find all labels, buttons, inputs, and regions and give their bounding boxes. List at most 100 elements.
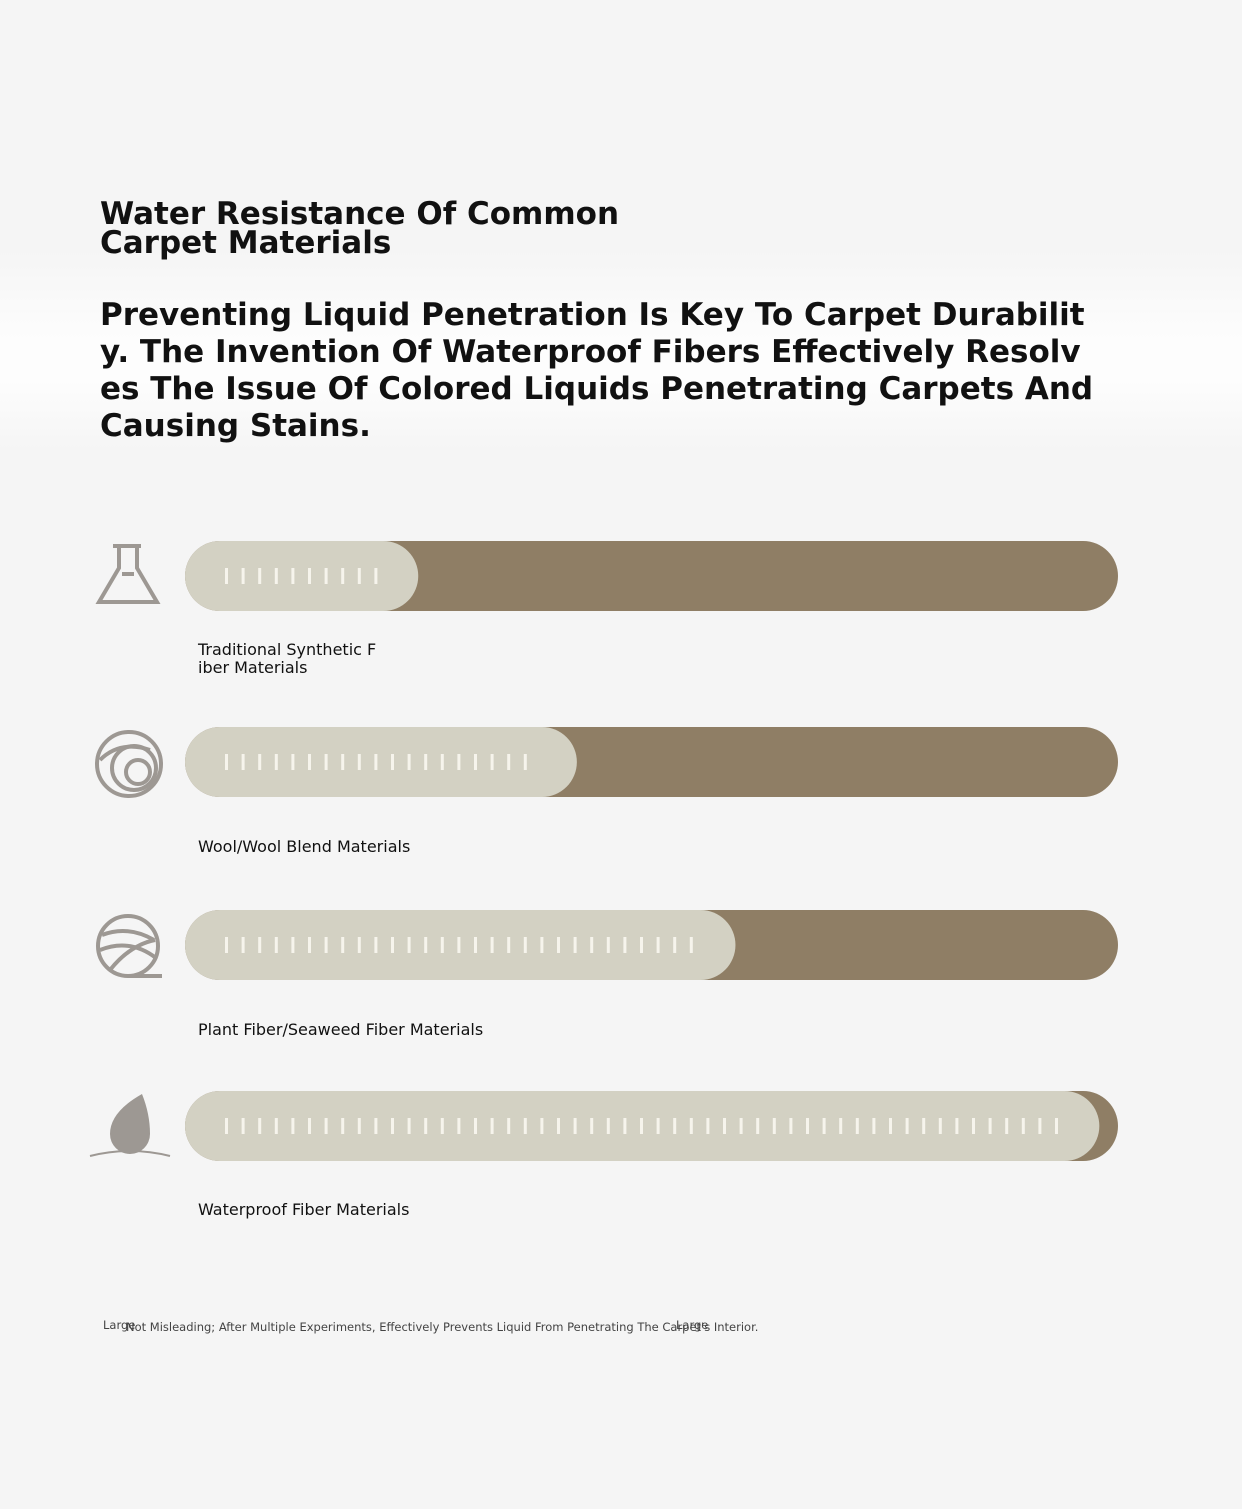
bar-tick [507,754,511,770]
bar-tick [640,1118,643,1134]
bar-tick [855,1118,859,1134]
bar-tick [274,937,278,953]
drop-icon [89,1094,171,1157]
bar-tick [673,937,677,953]
bar-tick [623,1118,627,1134]
bar-tick [391,937,394,953]
bar-tick [407,937,411,953]
bar-tick [474,937,477,953]
category-label: Plant Fiber/Seaweed Fiber Materials [198,1020,484,1039]
bar-tick [557,937,560,953]
bar-tick [291,937,295,953]
bar-tick [656,937,660,953]
bar-tick [938,1118,942,1134]
bar-tick [1005,1118,1009,1134]
bar-tick [225,568,228,584]
bar-tick [258,937,262,953]
bar-tick [507,1118,511,1134]
bar-tick [357,754,361,770]
bar-tick [540,1118,544,1134]
bar-tick [905,1118,909,1134]
bar-tick [656,1118,660,1134]
bar-tick [590,937,594,953]
bar-tick [225,1118,228,1134]
title: Water Resistance Of Common Carpet Materi… [100,196,620,261]
bar-tick [341,568,345,584]
bar-tick [822,1118,826,1134]
bar-tick [689,1118,693,1134]
bar-tick [291,1118,295,1134]
bar-tick [606,1118,610,1134]
flask-icon [95,544,161,604]
bar-tick [258,1118,262,1134]
bar-tick [889,1118,892,1134]
bar-tick [972,1118,975,1134]
bar-tick [308,568,311,584]
bar-tick [341,1118,345,1134]
bar-tick [407,754,411,770]
bar-tick [424,1118,428,1134]
footnote-mark: Large [676,1318,709,1332]
bar-tick [457,754,461,770]
bar-tick [540,937,544,953]
bar-tick [440,937,444,953]
bar-tick [324,754,328,770]
bar-tick [490,754,494,770]
yarn-icon [96,914,162,978]
bar-tick [872,1118,876,1134]
bar-tick [291,754,295,770]
bar-tick [922,1118,926,1134]
footnote: Not Misleading; After Multiple Experimen… [126,1320,759,1334]
bar-tick [590,1118,594,1134]
bar-tick [258,754,262,770]
bar [185,727,577,797]
bar-tick [1055,1118,1058,1134]
bar-tick [523,1118,527,1134]
bar-tick [573,937,577,953]
bar-tick [274,568,278,584]
bar-tick [241,568,245,584]
bar-tick [374,568,378,584]
category-label: Waterproof Fiber Materials [198,1200,410,1219]
bar-tick [241,937,245,953]
bar-tick [374,1118,378,1134]
bar-tick [225,754,228,770]
bar-tick [374,937,378,953]
bar-tick [440,754,444,770]
bar-tick [490,937,494,953]
bar-tick [241,1118,245,1134]
bar-tick [623,937,627,953]
bar-tick [291,568,295,584]
bar-tick [324,1118,328,1134]
bar-tick [507,937,511,953]
bar-tick [689,937,693,953]
bar-tick [557,1118,560,1134]
bar-tick [391,1118,394,1134]
category-label: Wool/Wool Blend Materials [198,837,411,856]
bar-tick [407,1118,411,1134]
bar-tick [1038,1118,1042,1134]
bar-tick [789,1118,793,1134]
bar-tick [374,754,378,770]
footnote-mark: Large [103,1318,136,1332]
bar-tick [258,568,262,584]
bar-tick [308,754,311,770]
bar-tick [324,568,328,584]
bar-tick [606,937,610,953]
bar-tick [274,1118,278,1134]
subtitle: Preventing Liquid Penetration Is Key To … [100,297,1094,444]
bar-tick [457,937,461,953]
bar-tick [341,937,345,953]
bar-tick [440,1118,444,1134]
bar-tick [723,1118,726,1134]
bar-tick [308,1118,311,1134]
bar-track [185,541,1118,611]
bar-tick [357,1118,361,1134]
bar-tick [955,1118,959,1134]
bar-tick [673,1118,677,1134]
bar-tick [1021,1118,1025,1134]
bar-tick [523,754,527,770]
bar-tick [274,754,278,770]
bar-tick [357,937,361,953]
bar-tick [391,754,394,770]
